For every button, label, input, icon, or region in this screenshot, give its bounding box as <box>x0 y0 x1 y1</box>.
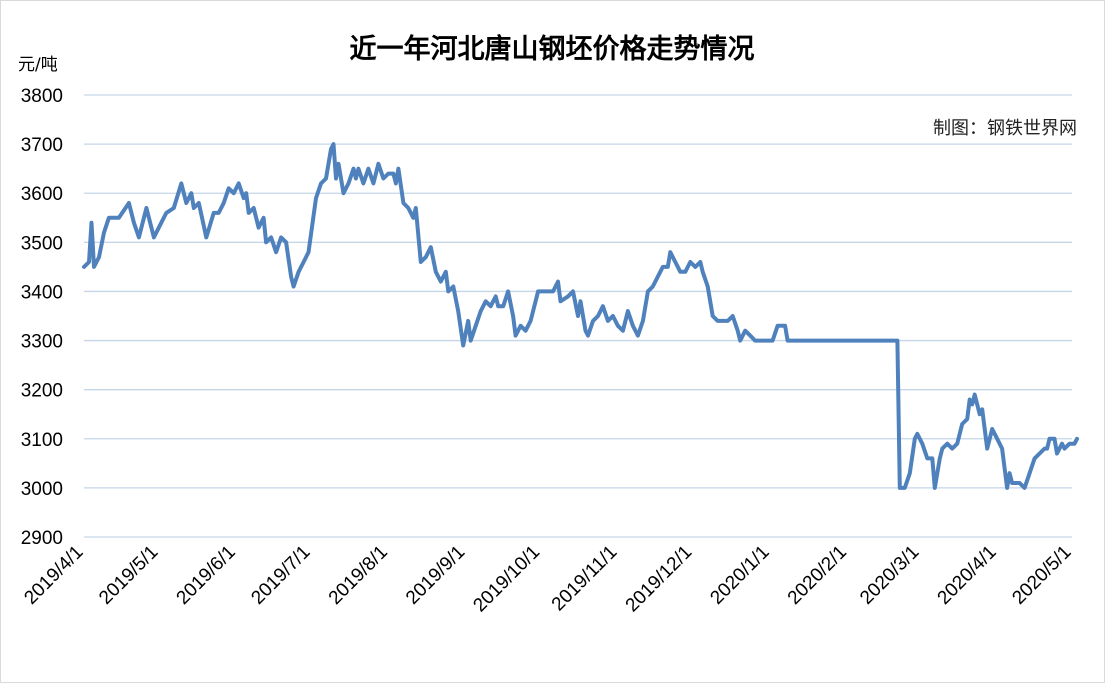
y-tick-label: 3000 <box>21 479 63 500</box>
x-tick-label: 2019/11/1 <box>548 542 622 616</box>
series-layer <box>82 142 1079 490</box>
x-tick-label: 2020/4/1 <box>934 542 1001 609</box>
y-tick-label: 3500 <box>21 233 63 254</box>
gridlines <box>84 94 1072 538</box>
y-tick-label: 3200 <box>21 381 63 402</box>
y-axis-ticks: 3800 3700 3600 3500 3400 3300 3200 3100 3000 2900 <box>21 86 63 549</box>
x-tick-label: 2019/12/1 <box>622 542 697 617</box>
y-tick-label: 3100 <box>21 430 63 451</box>
x-tick-label: 2019/7/1 <box>247 542 314 609</box>
y-axis-unit: 元/吨 <box>18 55 58 75</box>
y-tick-label: 3800 <box>21 86 63 107</box>
x-axis-ticks: 2019/4/1 2019/5/1 2019/6/1 2019/7/1 2019/8/1… <box>20 542 1075 617</box>
series-line <box>82 142 1079 490</box>
y-tick-label: 3700 <box>21 135 63 156</box>
x-tick-label: 2019/6/1 <box>173 542 240 609</box>
y-tick-label: 3600 <box>21 184 63 205</box>
y-tick-label: 3400 <box>21 282 63 303</box>
x-tick-label: 2020/3/1 <box>856 542 923 609</box>
y-tick-label: 2900 <box>21 528 63 549</box>
x-tick-label: 2020/5/1 <box>1008 542 1075 609</box>
x-tick-label: 2019/10/1 <box>469 542 544 617</box>
x-tick-label: 2020/2/1 <box>784 542 851 609</box>
y-tick-label: 3300 <box>21 332 63 353</box>
x-tick-label: 2019/8/1 <box>325 542 392 609</box>
x-tick-label: 2019/5/1 <box>95 542 162 609</box>
source-note: 制图：钢铁世界网 <box>933 118 1077 139</box>
x-tick-label: 2019/9/1 <box>402 542 469 609</box>
x-tick-label: 2020/1/1 <box>706 542 773 609</box>
chart-title: 近一年河北唐山钢坯价格走势情况 <box>350 33 755 65</box>
x-tick-label: 2019/4/1 <box>20 542 87 609</box>
